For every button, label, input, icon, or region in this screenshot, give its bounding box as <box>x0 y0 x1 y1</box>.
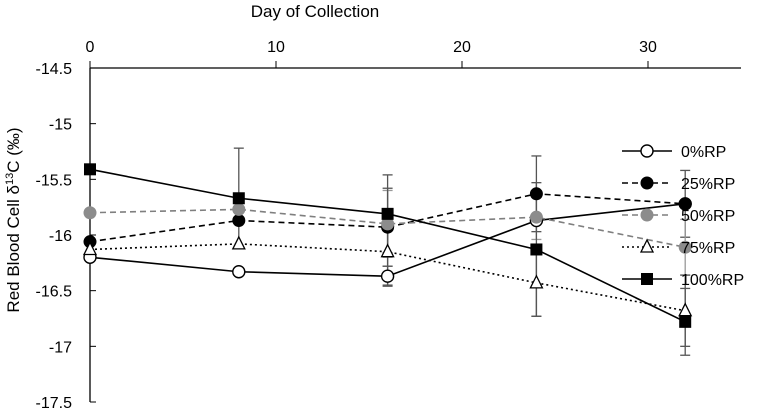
series-line-25pctrp <box>89 193 686 243</box>
legend-marker <box>639 238 655 253</box>
data-point-50pctrp <box>678 240 692 254</box>
error-bars <box>233 147 691 356</box>
data-point-0pctrp <box>232 265 246 279</box>
y-axis-label-superscript: 13 <box>4 173 16 185</box>
y-axis-label: Red Blood Cell δ13C (‰) <box>4 127 23 312</box>
legend-label: 100%RP <box>681 272 744 289</box>
y-axis-label-main: Red Blood Cell δ <box>4 185 23 313</box>
legend: 0%RP 25%RP 50%RP 75%RP 100%RP <box>622 144 744 289</box>
data-point-100pctrp <box>381 207 394 220</box>
data-point-25pctrp <box>529 187 543 201</box>
x-tick-label: 10 <box>267 39 285 56</box>
data-point-50pctrp <box>232 202 246 216</box>
data-point-75pctrp <box>231 235 246 250</box>
y-tick-label: -15 <box>49 117 72 134</box>
data-point-0pctrp <box>380 269 395 283</box>
legend-item-0pctrp: 0%RP <box>622 144 726 161</box>
legend-label: 25%RP <box>681 176 735 193</box>
x-tick-label: 20 <box>453 39 471 56</box>
data-point-75pctrp <box>529 274 544 289</box>
data-point-25pctrp <box>232 214 246 228</box>
legend-item-25pctrp: 25%RP <box>622 176 735 193</box>
data-point-25pctrp <box>678 197 692 211</box>
y-axis: -14.5 -15 -15.5 -16 -16.5 -17 -17.5 <box>36 61 96 412</box>
x-tick-label: 30 <box>639 39 657 56</box>
y-tick-label: -16.5 <box>36 284 73 301</box>
legend-item-100pctrp: 100%RP <box>622 272 744 289</box>
data-point-75pctrp <box>82 241 98 256</box>
x-axis-label: Day of Collection <box>251 2 380 21</box>
x-axis: 0 10 20 30 <box>86 39 741 69</box>
legend-label: 75%RP <box>681 240 735 257</box>
data-point-50pctrp <box>529 210 543 224</box>
legend-item-50pctrp: 50%RP <box>622 208 735 225</box>
data-point-75pctrp <box>678 302 693 317</box>
x-tick-label: 0 <box>86 39 95 56</box>
legend-label: 50%RP <box>681 208 735 225</box>
data-point-75pctrp <box>380 243 395 258</box>
legend-marker <box>641 273 653 285</box>
legend-item-75pctrp: 75%RP <box>622 238 735 257</box>
legend-label: 0%RP <box>681 144 726 161</box>
data-point-100pctrp <box>679 315 692 328</box>
data-point-100pctrp <box>84 163 96 176</box>
y-tick-label: -17 <box>49 339 72 356</box>
data-point-100pctrp <box>232 192 245 205</box>
y-tick-label: -17.5 <box>36 395 73 412</box>
y-axis-label-unit: C (‰) <box>4 127 23 172</box>
y-tick-label: -16 <box>49 228 72 245</box>
legend-marker <box>640 144 654 158</box>
data-point-100pctrp <box>530 243 543 256</box>
y-tick-label: -15.5 <box>36 172 73 189</box>
y-tick-label: -14.5 <box>36 61 73 78</box>
legend-marker <box>640 208 654 222</box>
series-markers <box>82 163 693 328</box>
data-point-50pctrp <box>83 206 97 220</box>
series-line-75pctrp <box>89 243 686 312</box>
legend-marker <box>640 176 654 190</box>
